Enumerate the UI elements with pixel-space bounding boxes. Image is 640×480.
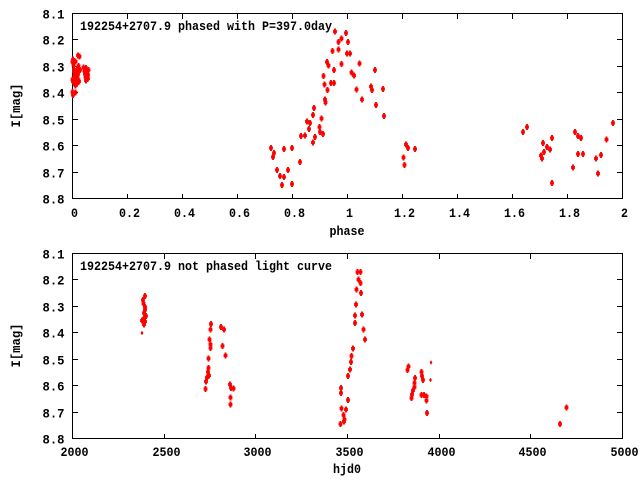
svg-text:3500: 3500 [336, 445, 364, 460]
svg-text:8.3: 8.3 [43, 301, 65, 316]
svg-text:8.6: 8.6 [43, 140, 65, 155]
svg-text:8.8: 8.8 [43, 433, 65, 448]
svg-text:8.8: 8.8 [43, 193, 65, 208]
svg-text:8.1: 8.1 [43, 248, 65, 263]
svg-text:0.8: 0.8 [284, 206, 305, 221]
svg-text:8.7: 8.7 [43, 167, 65, 182]
svg-text:hjd0: hjd0 [333, 462, 361, 477]
svg-text:8.2: 8.2 [43, 274, 65, 289]
svg-text:8.6: 8.6 [43, 380, 65, 395]
svg-text:192254+2707.9 phased with P=39: 192254+2707.9 phased with P=397.0day [80, 19, 332, 34]
svg-text:8.2: 8.2 [43, 34, 65, 49]
svg-text:1.2: 1.2 [394, 206, 415, 221]
svg-text:4500: 4500 [519, 445, 547, 460]
svg-text:1.8: 1.8 [559, 206, 580, 221]
svg-text:1.6: 1.6 [504, 206, 525, 221]
svg-text:phase: phase [330, 224, 365, 239]
svg-text:192254+2707.9 not phased light: 192254+2707.9 not phased light curve [80, 259, 332, 274]
svg-text:I[mag]: I[mag] [9, 84, 24, 128]
svg-text:1: 1 [346, 206, 353, 221]
svg-text:2500: 2500 [153, 445, 181, 460]
svg-text:0.6: 0.6 [229, 206, 250, 221]
svg-text:8.5: 8.5 [43, 354, 65, 369]
svg-text:8.3: 8.3 [43, 61, 65, 76]
svg-text:8.4: 8.4 [43, 87, 65, 102]
svg-text:0.2: 0.2 [119, 206, 140, 221]
svg-text:5000: 5000 [611, 445, 639, 460]
svg-text:8.7: 8.7 [43, 407, 65, 422]
svg-text:8.4: 8.4 [43, 327, 65, 342]
svg-text:1.4: 1.4 [449, 206, 470, 221]
svg-text:0: 0 [71, 206, 78, 221]
svg-text:0.4: 0.4 [174, 206, 195, 221]
svg-text:8.5: 8.5 [43, 114, 65, 129]
svg-text:8.1: 8.1 [43, 8, 65, 23]
svg-text:2000: 2000 [61, 445, 89, 460]
svg-text:3000: 3000 [244, 445, 272, 460]
svg-text:4000: 4000 [428, 445, 456, 460]
svg-text:I[mag]: I[mag] [9, 324, 24, 368]
svg-text:2: 2 [621, 206, 628, 221]
